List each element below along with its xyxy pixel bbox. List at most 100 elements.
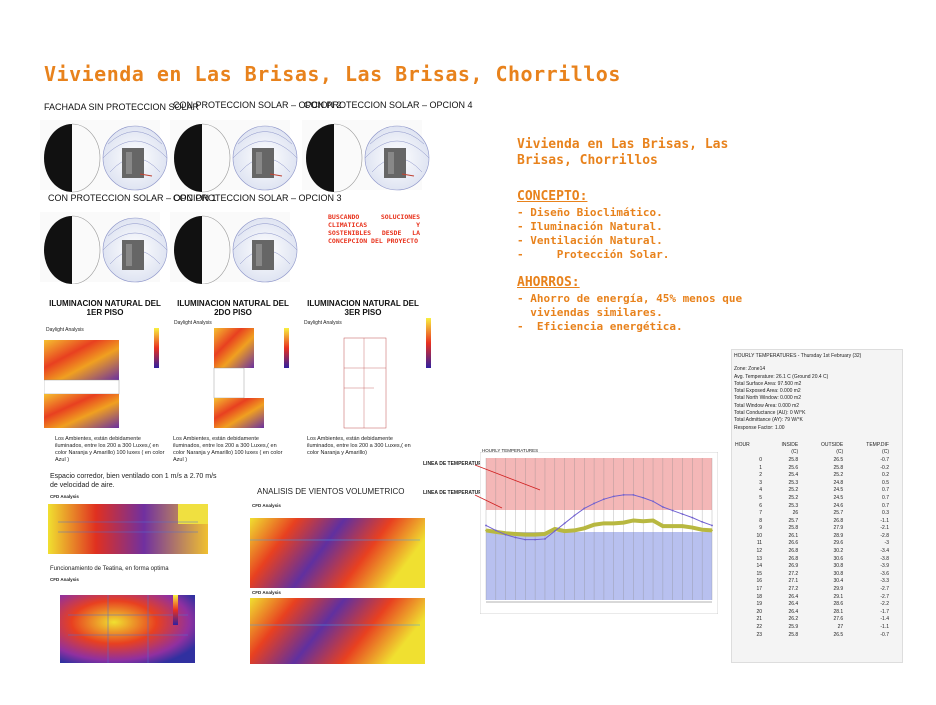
ahorros-item: viviendas similares. [517, 306, 663, 319]
table-info: Total Admittance (AY): 79 W/°K [734, 417, 803, 424]
data-point [603, 498, 605, 501]
table-row: 7 26 25.7 0.3 [732, 509, 892, 517]
table-cell: -3.8 [880, 555, 889, 562]
table-row: 22 25.9 27 -1.1 [732, 623, 892, 631]
data-point [573, 529, 576, 532]
concepto-item: - Iluminación Natural. [517, 220, 663, 233]
series-line-inside [485, 518, 713, 537]
table-cell: 30.4 [833, 578, 844, 585]
table-cell: -3.3 [880, 578, 889, 585]
col-unit: (C) [836, 449, 844, 456]
table-row: 6 25.3 24.6 0.7 [732, 502, 892, 510]
table-cell: 30.2 [833, 548, 844, 555]
data-point [553, 528, 556, 530]
sunpath-diagram-1 [40, 120, 168, 193]
daylight-label-1: Daylight Analysis [46, 327, 84, 333]
table-cell: -0.7 [880, 631, 889, 638]
lighting-desc-3: Los Ambientes, están debidamente ilumina… [307, 436, 411, 456]
data-point [573, 514, 576, 517]
table-cell: 25.2 [833, 472, 844, 479]
table-cell: 6 [759, 502, 763, 509]
col-header: HOUR [735, 441, 750, 448]
comfort-cold-band [486, 532, 712, 600]
daylight-map-3 [343, 318, 431, 429]
table-cell: 26.4 [788, 601, 799, 608]
daylight-map-2 [213, 328, 289, 428]
table-row: 19 26.4 28.6 -2.2 [732, 600, 892, 608]
daylight-label-3: Daylight Analysis [304, 320, 342, 326]
data-point [494, 530, 497, 533]
table-cell: -2.2 [880, 601, 889, 608]
solar-caption-5: CON PROTECCION SOLAR – OPCION 3 [173, 193, 342, 203]
concepto-heading: CONCEPTO: [517, 189, 588, 204]
table-cell: 0.5 [882, 479, 889, 486]
table-cell: 2 [759, 472, 763, 479]
concepto-list: - Diseño Bioclimático. - Iluminación Nat… [517, 206, 669, 262]
table-row: 18 26.4 29.1 -2.7 [732, 593, 892, 601]
sunpath-diagram-4 [40, 212, 168, 284]
ahorros-item: - Eficiencia energética. [517, 320, 683, 333]
data-point [701, 521, 704, 523]
data-point [681, 513, 684, 515]
concepto-item: - Protección Solar. [517, 248, 670, 261]
data-point [504, 532, 507, 535]
table-cell: 25.7 [788, 517, 799, 524]
table-cell: 26 [792, 510, 799, 517]
table-cell: -0.2 [880, 464, 889, 471]
table-cell: 27.1 [788, 578, 799, 585]
data-point [583, 507, 586, 510]
solar-caption-1: FACHADA SIN PROTECCION SOLAR [44, 102, 200, 112]
ahorros-heading: AHORROS: [517, 275, 580, 290]
lighting-caption-1: ILUMINACION NATURAL DEL 1ER PISO [49, 299, 161, 317]
table-row: 1 25.6 25.8 -0.2 [732, 464, 892, 472]
table-cell: 3 [759, 479, 763, 486]
table-cell: 25.7 [833, 510, 844, 517]
col-header: OUTSIDE [820, 441, 844, 448]
cfd-label-3: CFD Analysis [252, 503, 281, 508]
solar-caption-4: CON PROTECCION SOLAR – OPCION 1 [48, 193, 217, 203]
table-cell: 27.9 [833, 525, 844, 532]
table-info: Response Factor: 1.00 [734, 424, 785, 431]
table-cell: 25.8 [833, 464, 844, 471]
hourly-table: HOURLY TEMPERATURES - Thursday 1st Febru… [731, 349, 903, 663]
table-info: Avg. Temperature: 26.1 C (Ground 20.4 C) [734, 373, 829, 380]
data-point [524, 538, 527, 541]
table-row: 12 26.8 30.2 -3.4 [732, 547, 892, 555]
winds-caption: ANALISIS DE VIENTOS VOLUMETRICO [257, 487, 405, 496]
col-unit: (C) [791, 449, 799, 456]
data-point [544, 533, 546, 535]
data-point [701, 528, 704, 531]
table-cell: 26.5 [833, 631, 844, 638]
table-cell: 25.8 [788, 525, 799, 532]
data-point [553, 530, 556, 533]
sunpath-diagram-3 [302, 120, 430, 193]
side-title: Vivienda en Las Brisas, Las Brisas, Chor… [517, 137, 729, 168]
data-point [504, 533, 507, 536]
daylight-label-2: Daylight Analysis [174, 320, 212, 326]
corridor-caption: Espacio corredor, bien ventilado con 1 m… [50, 473, 217, 489]
table-cell: 13 [756, 555, 763, 562]
table-cell: 26.8 [788, 555, 799, 562]
data-point [593, 502, 595, 505]
table-cell: 26.4 [788, 593, 799, 600]
table-cell: 26.2 [788, 616, 799, 623]
solar-caption-3: CON PROTECCION SOLAR – OPCION 4 [304, 100, 473, 110]
page-title: Vivienda en Las Brisas, Las Brisas, Chor… [44, 62, 621, 86]
table-title: HOURLY TEMPERATURES - Thursday 1st Febru… [734, 353, 862, 359]
table-cell: -3.4 [880, 548, 889, 555]
table-cell: 25.2 [788, 487, 799, 494]
table-row: 23 25.8 26.5 -0.7 [732, 631, 892, 639]
table-info: Total North Window: 0.000 m2 [734, 395, 801, 402]
temperature-chart [480, 452, 718, 614]
table-cell: 26.1 [788, 532, 799, 539]
data-point [661, 506, 664, 508]
col-header: TEMP.DIF [866, 441, 889, 448]
table-cell: -1.7 [880, 608, 889, 615]
table-row: 20 26.4 28.1 -1.7 [732, 608, 892, 616]
cfd-teatina-map [60, 595, 195, 663]
table-cell: 25.4 [788, 472, 799, 479]
table-row: 2 25.4 25.2 0.2 [732, 471, 892, 479]
data-point [652, 500, 654, 503]
table-cell: 30.8 [833, 570, 844, 577]
ahorros-item: - Ahorro de energía, 45% menos que [517, 292, 743, 305]
